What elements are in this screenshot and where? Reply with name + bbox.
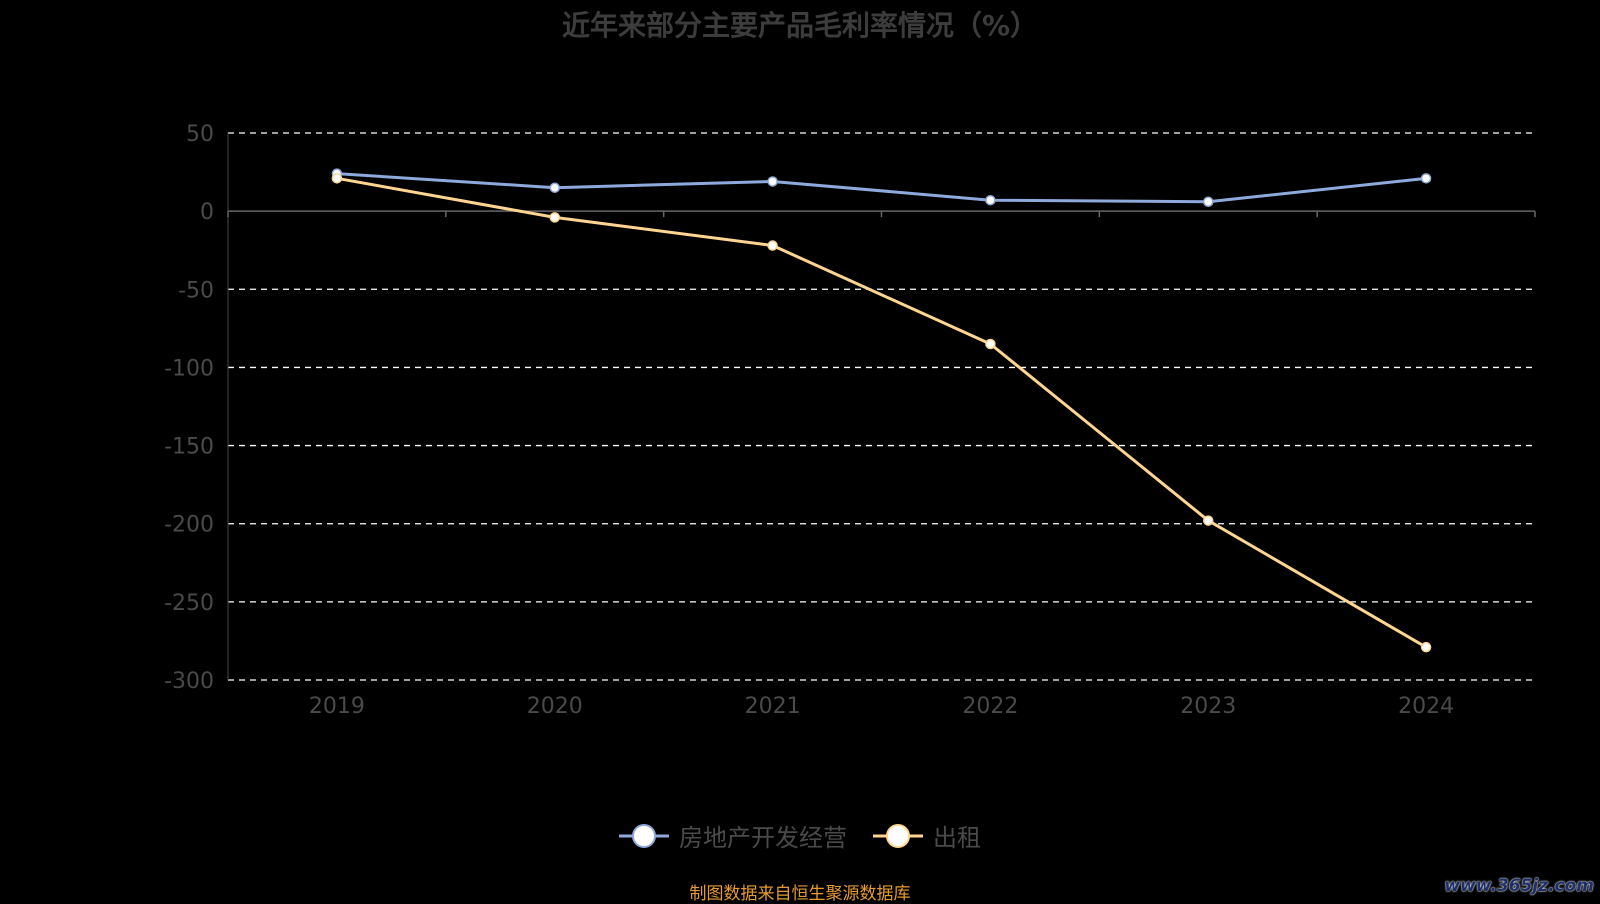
data-point	[767, 176, 778, 187]
x-tick-label: 2022	[962, 694, 1018, 719]
legend-label: 房地产开发经营	[679, 824, 847, 852]
y-tick-label: -250	[164, 591, 214, 616]
x-tick-label: 2024	[1398, 694, 1454, 719]
data-point	[549, 182, 560, 193]
source-note: 制图数据来自恒生聚源数据库	[689, 884, 911, 904]
data-point	[1203, 515, 1214, 526]
legend-marker-icon	[873, 822, 923, 850]
y-tick-label: -300	[164, 669, 214, 694]
x-tick-label: 2019	[309, 694, 365, 719]
y-tick-label: -100	[164, 356, 214, 381]
series-line-2	[336, 176, 1427, 649]
chart-title: 近年来部分主要产品毛利率情况（%）	[561, 9, 1039, 42]
x-tick-label: 2020	[527, 694, 583, 719]
y-tick-label: -50	[178, 278, 214, 303]
y-tick-labels: 50 0 -50 -100 -150 -200 -250 -300	[164, 122, 214, 694]
legend-marker-icon	[619, 822, 669, 850]
legend-item-1[interactable]: 房地产开发经营	[619, 818, 847, 853]
series-lines	[336, 172, 1427, 649]
x-tick-label: 2021	[745, 694, 801, 719]
data-point	[1420, 173, 1432, 184]
legend-item-2[interactable]: 出租	[873, 818, 981, 853]
data-point	[1203, 196, 1214, 208]
data-point	[549, 212, 560, 223]
y-tick-label: 0	[200, 200, 214, 225]
data-point	[331, 173, 343, 184]
data-point	[767, 240, 778, 251]
legend-label: 出租	[933, 824, 981, 852]
series-points	[331, 168, 1432, 653]
grid-lines	[228, 132, 1535, 681]
data-point	[985, 194, 996, 206]
y-tick-label: 50	[186, 122, 214, 147]
data-point	[985, 338, 996, 350]
legend: 房地产开发经营 出租	[0, 818, 1600, 853]
y-tick-label: -200	[164, 513, 214, 538]
x-tick-label: 2023	[1180, 694, 1236, 719]
watermark: www.365jz.com	[1444, 876, 1594, 896]
y-tick-label: -150	[164, 435, 214, 460]
series-line-1	[336, 172, 1427, 204]
axes	[227, 133, 1536, 680]
data-point	[1420, 641, 1432, 653]
x-tick-labels: 2019 2020 2021 2022 2023 2024	[309, 694, 1454, 719]
